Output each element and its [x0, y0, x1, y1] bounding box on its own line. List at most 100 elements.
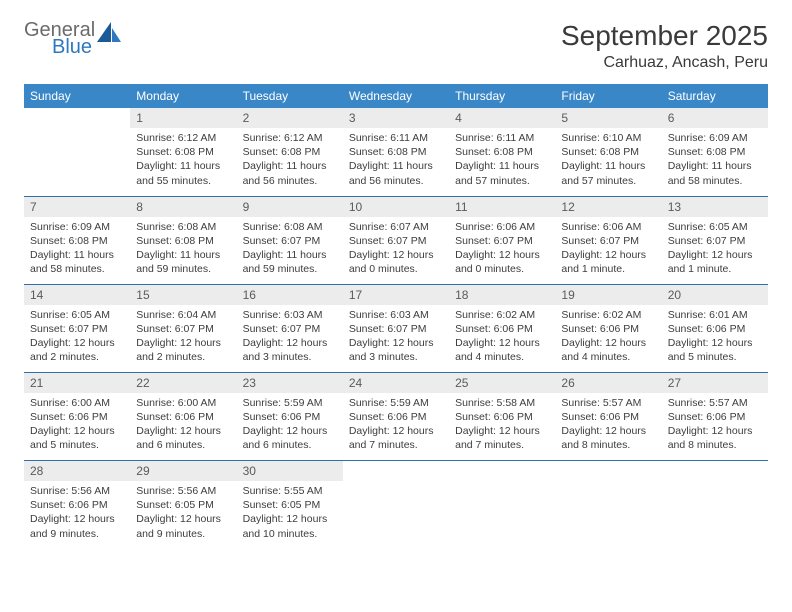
day-number: 2	[237, 108, 343, 128]
day-cell	[24, 108, 130, 194]
day-cell: 28Sunrise: 5:56 AMSunset: 6:06 PMDayligh…	[24, 461, 130, 547]
daylight-text: Daylight: 11 hours and 59 minutes.	[243, 248, 337, 276]
sunrise-text: Sunrise: 6:05 AM	[30, 308, 124, 322]
daylight-text: Daylight: 12 hours and 5 minutes.	[30, 424, 124, 452]
day-number: 22	[130, 373, 236, 393]
sunrise-text: Sunrise: 5:59 AM	[349, 396, 443, 410]
week-row: 21Sunrise: 6:00 AMSunset: 6:06 PMDayligh…	[24, 372, 768, 458]
day-detail: Sunrise: 6:04 AMSunset: 6:07 PMDaylight:…	[130, 305, 236, 371]
day-number: 1	[130, 108, 236, 128]
day-cell: 11Sunrise: 6:06 AMSunset: 6:07 PMDayligh…	[449, 196, 555, 282]
sunrise-text: Sunrise: 6:03 AM	[349, 308, 443, 322]
day-cell: 22Sunrise: 6:00 AMSunset: 6:06 PMDayligh…	[130, 372, 236, 458]
day-cell	[662, 461, 768, 547]
day-number: 5	[555, 108, 661, 128]
brand-text: General Blue	[24, 20, 95, 58]
day-cell: 29Sunrise: 5:56 AMSunset: 6:05 PMDayligh…	[130, 461, 236, 547]
daylight-text: Daylight: 12 hours and 1 minute.	[561, 248, 655, 276]
sunrise-text: Sunrise: 6:02 AM	[455, 308, 549, 322]
day-cell: 19Sunrise: 6:02 AMSunset: 6:06 PMDayligh…	[555, 284, 661, 370]
day-number: 10	[343, 197, 449, 217]
sunset-text: Sunset: 6:07 PM	[243, 234, 337, 248]
daylight-text: Daylight: 12 hours and 10 minutes.	[243, 512, 337, 540]
daylight-text: Daylight: 12 hours and 1 minute.	[668, 248, 762, 276]
day-number: 21	[24, 373, 130, 393]
sunrise-text: Sunrise: 5:56 AM	[136, 484, 230, 498]
sunset-text: Sunset: 6:08 PM	[136, 234, 230, 248]
daylight-text: Daylight: 11 hours and 55 minutes.	[136, 159, 230, 187]
sunrise-text: Sunrise: 6:08 AM	[136, 220, 230, 234]
sunset-text: Sunset: 6:07 PM	[668, 234, 762, 248]
day-number: 29	[130, 461, 236, 481]
sunrise-text: Sunrise: 6:07 AM	[349, 220, 443, 234]
sunset-text: Sunset: 6:08 PM	[455, 145, 549, 159]
day-cell: 17Sunrise: 6:03 AMSunset: 6:07 PMDayligh…	[343, 284, 449, 370]
day-cell: 15Sunrise: 6:04 AMSunset: 6:07 PMDayligh…	[130, 284, 236, 370]
day-detail: Sunrise: 6:12 AMSunset: 6:08 PMDaylight:…	[130, 128, 236, 194]
sunrise-text: Sunrise: 5:55 AM	[243, 484, 337, 498]
sunrise-text: Sunrise: 6:06 AM	[561, 220, 655, 234]
sunrise-text: Sunrise: 6:06 AM	[455, 220, 549, 234]
sunrise-text: Sunrise: 6:12 AM	[136, 131, 230, 145]
calendar-body: 1Sunrise: 6:12 AMSunset: 6:08 PMDaylight…	[24, 108, 768, 547]
daylight-text: Daylight: 12 hours and 0 minutes.	[455, 248, 549, 276]
day-detail: Sunrise: 6:03 AMSunset: 6:07 PMDaylight:…	[343, 305, 449, 371]
daylight-text: Daylight: 12 hours and 5 minutes.	[668, 336, 762, 364]
weekday-header: Saturday	[662, 84, 768, 108]
sunrise-text: Sunrise: 6:08 AM	[243, 220, 337, 234]
day-number: 24	[343, 373, 449, 393]
day-cell: 5Sunrise: 6:10 AMSunset: 6:08 PMDaylight…	[555, 108, 661, 194]
sunrise-text: Sunrise: 5:59 AM	[243, 396, 337, 410]
daylight-text: Daylight: 12 hours and 3 minutes.	[243, 336, 337, 364]
day-number: 28	[24, 461, 130, 481]
daylight-text: Daylight: 11 hours and 58 minutes.	[668, 159, 762, 187]
sunset-text: Sunset: 6:08 PM	[30, 234, 124, 248]
day-cell: 21Sunrise: 6:00 AMSunset: 6:06 PMDayligh…	[24, 372, 130, 458]
sunset-text: Sunset: 6:07 PM	[243, 322, 337, 336]
day-number: 20	[662, 285, 768, 305]
day-detail: Sunrise: 6:06 AMSunset: 6:07 PMDaylight:…	[555, 217, 661, 283]
weekday-header: Friday	[555, 84, 661, 108]
daylight-text: Daylight: 11 hours and 57 minutes.	[561, 159, 655, 187]
weekday-header: Thursday	[449, 84, 555, 108]
day-cell: 2Sunrise: 6:12 AMSunset: 6:08 PMDaylight…	[237, 108, 343, 194]
day-number: 7	[24, 197, 130, 217]
sunset-text: Sunset: 6:06 PM	[561, 322, 655, 336]
sunrise-text: Sunrise: 6:00 AM	[136, 396, 230, 410]
brand-sail-icon	[97, 22, 123, 44]
sunset-text: Sunset: 6:08 PM	[561, 145, 655, 159]
sunset-text: Sunset: 6:06 PM	[668, 322, 762, 336]
daylight-text: Daylight: 12 hours and 6 minutes.	[136, 424, 230, 452]
sunrise-text: Sunrise: 6:09 AM	[30, 220, 124, 234]
brand-line2: Blue	[52, 37, 95, 58]
daylight-text: Daylight: 12 hours and 6 minutes.	[243, 424, 337, 452]
daylight-text: Daylight: 12 hours and 3 minutes.	[349, 336, 443, 364]
day-number: 6	[662, 108, 768, 128]
sunset-text: Sunset: 6:08 PM	[668, 145, 762, 159]
calendar-page: General Blue September 2025 Carhuaz, Anc…	[0, 0, 792, 567]
sunset-text: Sunset: 6:07 PM	[30, 322, 124, 336]
sunrise-text: Sunrise: 6:02 AM	[561, 308, 655, 322]
day-cell	[449, 461, 555, 547]
sunset-text: Sunset: 6:06 PM	[455, 322, 549, 336]
day-number: 23	[237, 373, 343, 393]
weekday-row: SundayMondayTuesdayWednesdayThursdayFrid…	[24, 84, 768, 108]
day-number: 11	[449, 197, 555, 217]
day-detail: Sunrise: 6:01 AMSunset: 6:06 PMDaylight:…	[662, 305, 768, 371]
day-cell: 24Sunrise: 5:59 AMSunset: 6:06 PMDayligh…	[343, 372, 449, 458]
day-cell: 6Sunrise: 6:09 AMSunset: 6:08 PMDaylight…	[662, 108, 768, 194]
daylight-text: Daylight: 12 hours and 2 minutes.	[136, 336, 230, 364]
weekday-header: Wednesday	[343, 84, 449, 108]
sunrise-text: Sunrise: 6:10 AM	[561, 131, 655, 145]
day-cell: 16Sunrise: 6:03 AMSunset: 6:07 PMDayligh…	[237, 284, 343, 370]
day-detail: Sunrise: 5:56 AMSunset: 6:06 PMDaylight:…	[24, 481, 130, 547]
day-detail: Sunrise: 6:03 AMSunset: 6:07 PMDaylight:…	[237, 305, 343, 371]
day-detail: Sunrise: 6:07 AMSunset: 6:07 PMDaylight:…	[343, 217, 449, 283]
day-number: 30	[237, 461, 343, 481]
sunrise-text: Sunrise: 5:56 AM	[30, 484, 124, 498]
day-detail: Sunrise: 6:10 AMSunset: 6:08 PMDaylight:…	[555, 128, 661, 194]
daylight-text: Daylight: 12 hours and 7 minutes.	[455, 424, 549, 452]
location-label: Carhuaz, Ancash, Peru	[561, 54, 768, 72]
day-cell: 13Sunrise: 6:05 AMSunset: 6:07 PMDayligh…	[662, 196, 768, 282]
day-detail: Sunrise: 5:55 AMSunset: 6:05 PMDaylight:…	[237, 481, 343, 547]
